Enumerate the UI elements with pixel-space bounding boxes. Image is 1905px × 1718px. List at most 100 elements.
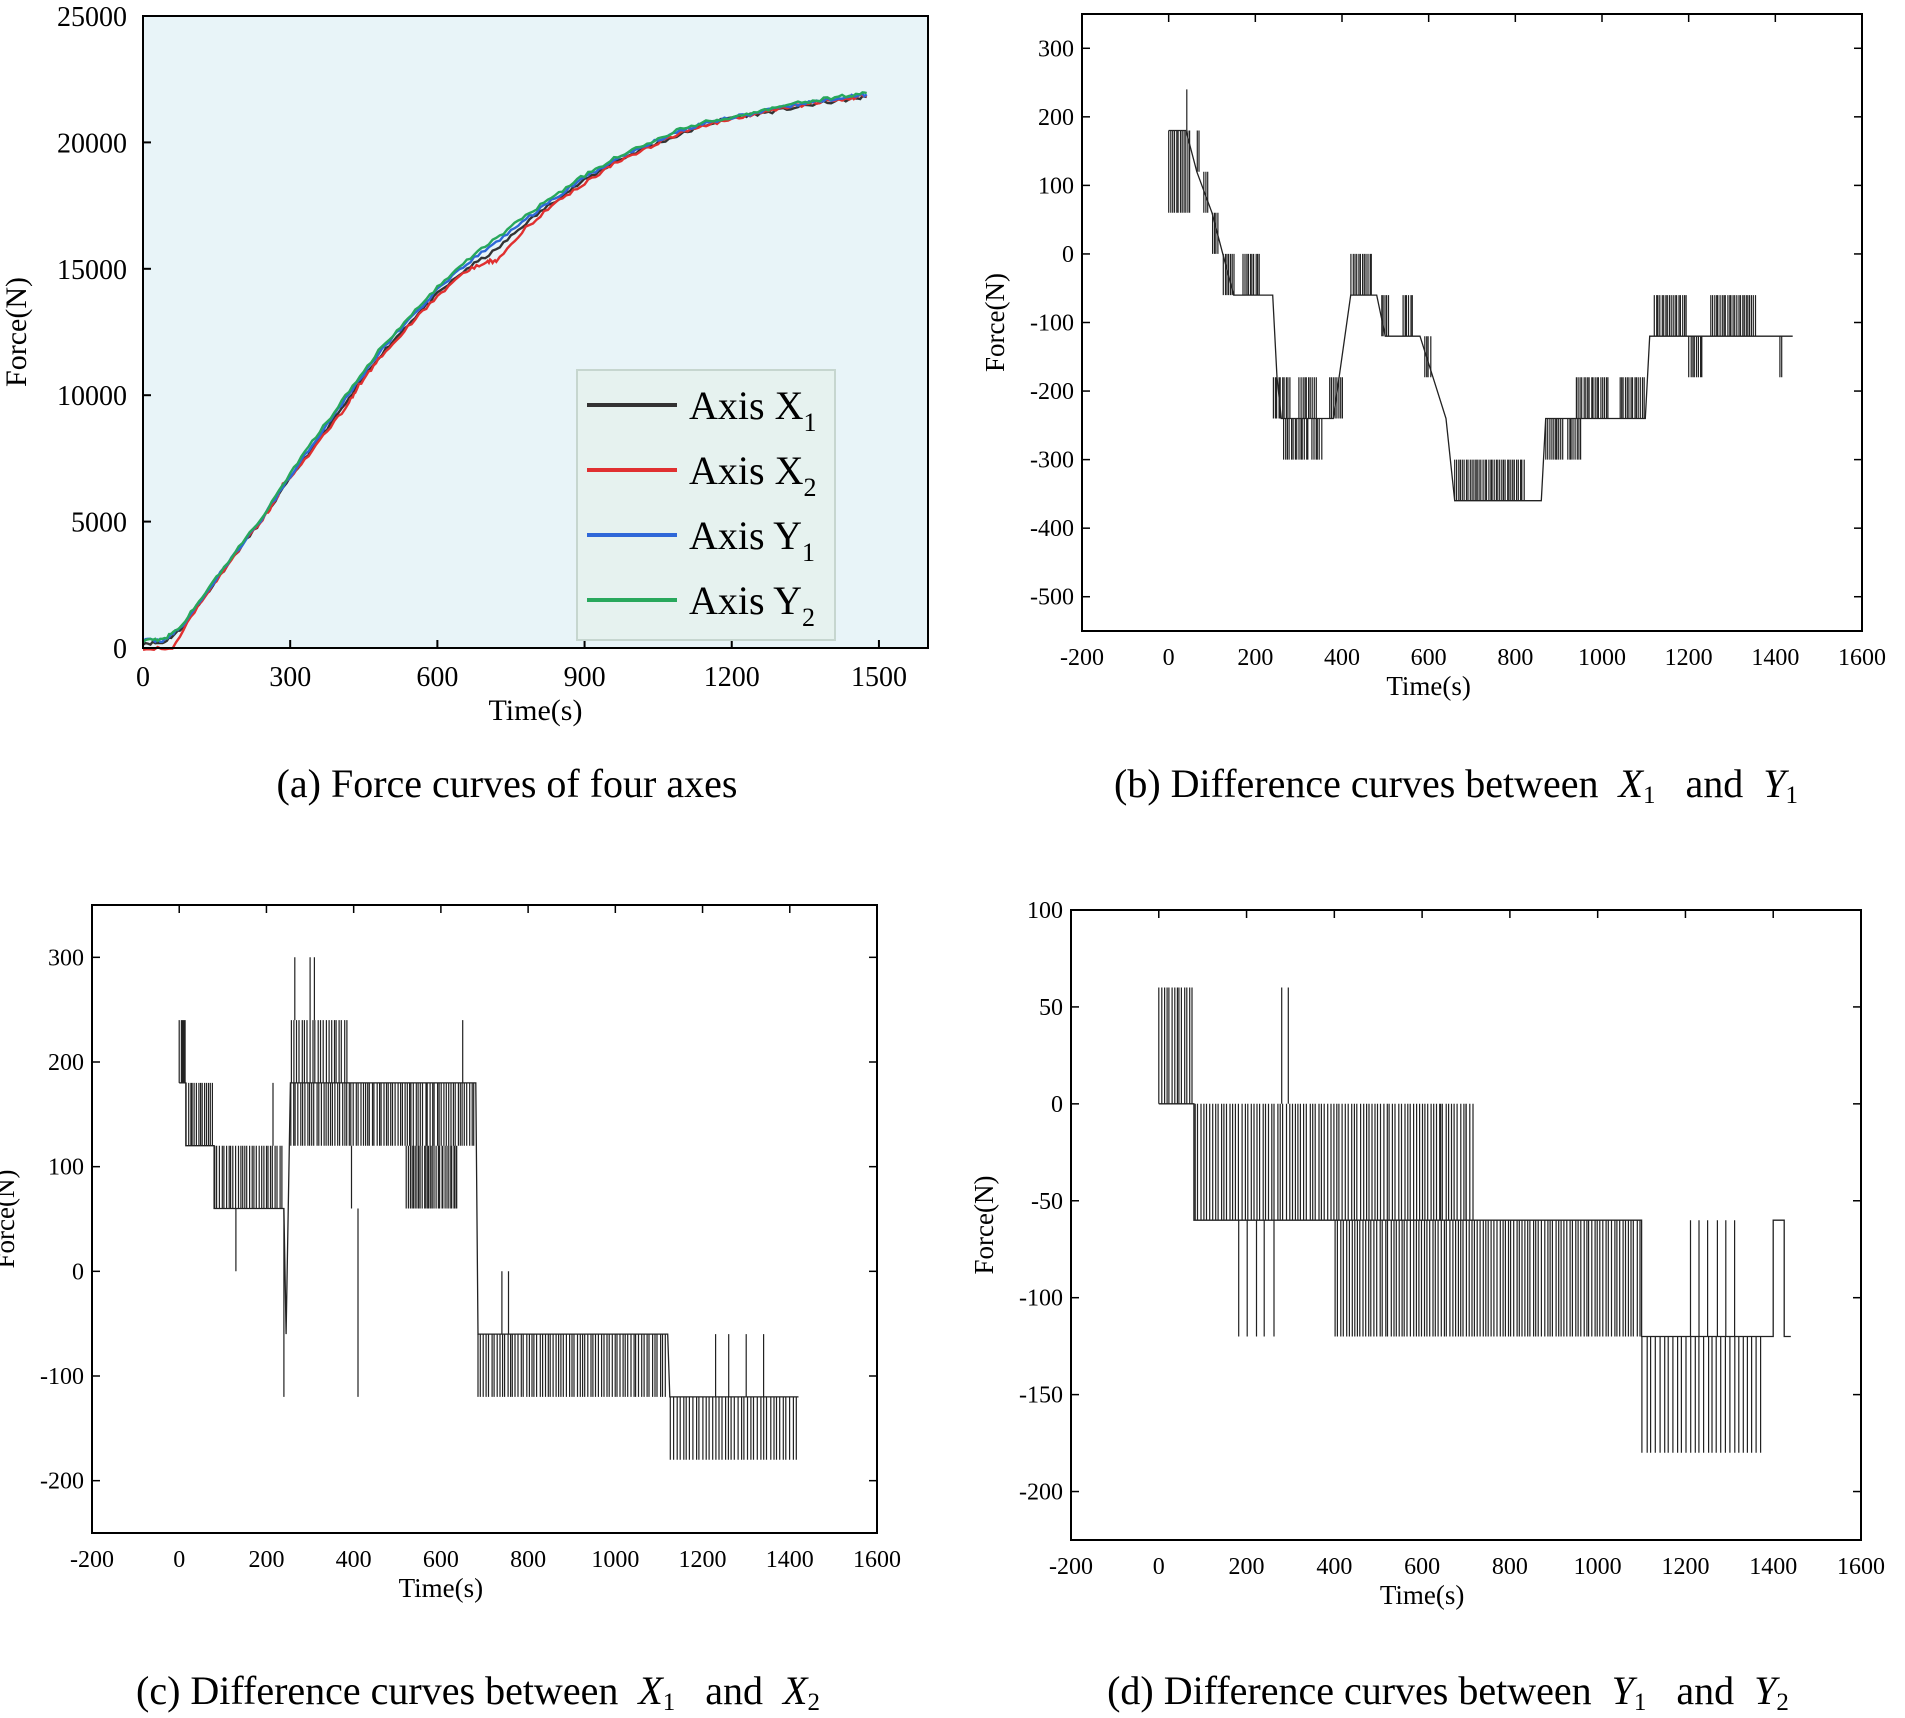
x-tick-label: 200 <box>1237 645 1273 671</box>
series-lines <box>178 957 799 1460</box>
x-tick-label: 1000 <box>591 1547 639 1573</box>
y-tick-label: -200 <box>1019 1480 1063 1506</box>
x-tick-label: 600 <box>416 662 458 693</box>
caption-var: Y <box>1611 1668 1634 1713</box>
panel-d-difference-y1-y2: -200 0 200 400 600 800 1000 1200 1400 1600-200-15… <box>969 898 1885 1610</box>
y-tick-label: 200 <box>48 1050 84 1076</box>
x-tick-label: 300 <box>269 662 311 693</box>
y-tick-label: -200 <box>1030 379 1074 405</box>
y-tick-label: 200 <box>1038 105 1074 131</box>
y-tick-label: -200 <box>40 1469 84 1495</box>
x-tick-label: 800 <box>1497 645 1533 671</box>
caption-sub: 1 <box>1633 1689 1647 1716</box>
x-tick-label: -200 <box>70 1547 114 1573</box>
x-tick-label: -200 <box>1049 1554 1093 1580</box>
y-tick-label: 100 <box>48 1155 84 1181</box>
y-tick-label: -100 <box>1030 311 1074 337</box>
plot-frame <box>1070 909 1862 1541</box>
y-tick-label: -500 <box>1030 585 1074 611</box>
caption-and: and <box>1676 1668 1735 1713</box>
x-axis-label: Time(s) <box>399 1573 484 1603</box>
x-tick-label: 1600 <box>1838 645 1886 671</box>
x-tick-label: 600 <box>1411 645 1447 671</box>
series-lines <box>1158 987 1791 1453</box>
caption-var: Y <box>1763 761 1786 806</box>
y-tick-label: 0 <box>1051 1092 1063 1118</box>
x-tick-label: 1200 <box>704 662 760 693</box>
x-tick-label: 1000 <box>1578 645 1626 671</box>
y-tick-label: 0 <box>72 1259 84 1285</box>
plot-frame <box>142 15 929 649</box>
y-tick-label: 100 <box>1027 898 1063 924</box>
x-axis-label: Time(s) <box>1386 671 1471 701</box>
y-tick-label: 25000 <box>57 2 127 33</box>
series-lines <box>142 91 868 651</box>
y-tick-label: 300 <box>48 945 84 971</box>
plot-frame <box>91 904 878 1534</box>
y-tick-label: 300 <box>1038 36 1074 62</box>
x-tick-label: 1400 <box>1751 645 1799 671</box>
x-tick-label: 1400 <box>766 1547 814 1573</box>
x-axis-label: Time(s) <box>489 694 583 727</box>
x-tick-label: 900 <box>564 662 606 693</box>
caption-a: (a) Force curves of four axes <box>277 760 738 807</box>
x-axis: 0 300 600 900 1200 1500 <box>136 640 907 693</box>
series-line-4 <box>142 91 867 644</box>
legend-subscript: 2 <box>803 473 816 502</box>
y-tick-label: 15000 <box>57 255 127 286</box>
caption-text: (b) Difference curves between <box>1113 761 1599 806</box>
x-tick-label: 200 <box>1229 1554 1265 1580</box>
x-tick-label: 0 <box>173 1547 185 1573</box>
x-tick-label: 1000 <box>1574 1554 1622 1580</box>
x-tick-label: 400 <box>336 1547 372 1573</box>
legend-subscript: 1 <box>802 538 815 567</box>
y-tick-label: -400 <box>1030 516 1074 542</box>
x-tick-label: 0 <box>136 662 150 693</box>
x-tick-label: 1400 <box>1749 1554 1797 1580</box>
x-tick-label: 1200 <box>1665 645 1713 671</box>
x-tick-label: 600 <box>423 1547 459 1573</box>
y-tick-label: 0 <box>1062 242 1074 268</box>
panel-a-force-curves: 0 300 600 900 1200 1500 0 5000 10000 15000 20000 2… <box>0 2 929 727</box>
caption-and: and <box>705 1668 764 1713</box>
caption-and: and <box>1685 761 1744 806</box>
y-tick-label: -100 <box>1019 1286 1063 1312</box>
y-tick-label: 50 <box>1039 995 1063 1021</box>
caption-sub: 2 <box>1776 1689 1789 1716</box>
panel-b-difference-x1-y1: -200 0 200 400 600 800 1000 1200 1400 1600 -500 -40… <box>980 13 1886 701</box>
plot-frame <box>1081 13 1863 632</box>
y-tick-label: 20000 <box>57 128 127 159</box>
x-tick-label: 0 <box>1153 1554 1165 1580</box>
difference-series <box>1168 129 1793 502</box>
caption-var: X <box>1618 761 1643 806</box>
caption-var: X <box>638 1668 663 1713</box>
x-tick-label: 1200 <box>679 1547 727 1573</box>
caption-text: (d) Difference curves between <box>1107 1668 1592 1713</box>
caption-sub: 2 <box>807 1689 820 1716</box>
y-tick-label: -100 <box>40 1364 84 1390</box>
x-axis-label: Time(s) <box>1380 1580 1465 1610</box>
panel-c-difference-x1-x2: -200 0 200 400 600 800 1000 1200 1400 1600-200-10… <box>0 904 901 1603</box>
difference-spikes <box>1168 89 1783 501</box>
legend-subscript: 1 <box>803 408 816 437</box>
x-tick-label: 1500 <box>851 662 907 693</box>
y-tick-label: -150 <box>1019 1383 1063 1409</box>
y-tick-label: 0 <box>113 634 127 665</box>
x-tick-label: 1600 <box>1837 1554 1885 1580</box>
caption-b: (b) Difference curves between X1 and Y1 <box>1114 760 1798 810</box>
caption-sub: 1 <box>1785 782 1799 809</box>
y-axis-label: Force(N) <box>0 277 33 387</box>
x-tick-label: 400 <box>1316 1554 1352 1580</box>
y-tick-label: 10000 <box>57 381 127 412</box>
caption-c: (c) Difference curves between X1 and X2 <box>136 1667 820 1717</box>
axes-ticks: -200 0 200 400 600 800 1000 1200 1400 1600-200-15… <box>1019 898 1885 1580</box>
y-axis-label: Force(N) <box>969 1176 999 1275</box>
y-tick-label: 5000 <box>71 508 127 539</box>
x-tick-label: 0 <box>1163 645 1175 671</box>
x-tick-label: 400 <box>1324 645 1360 671</box>
caption-var: X <box>783 1668 808 1713</box>
legend-subscript: 2 <box>802 603 815 632</box>
y-tick-label: -50 <box>1031 1189 1063 1215</box>
